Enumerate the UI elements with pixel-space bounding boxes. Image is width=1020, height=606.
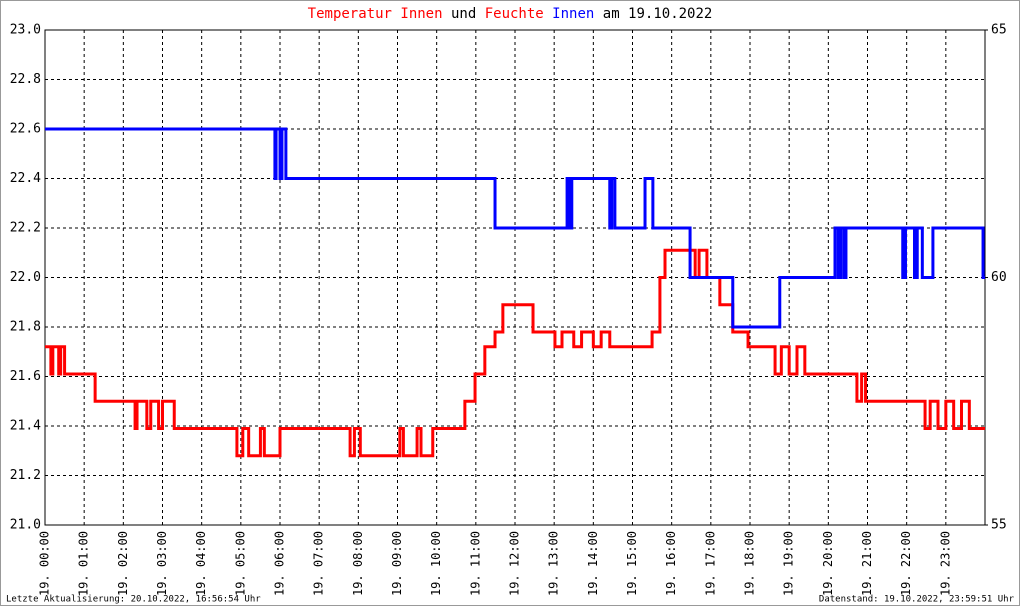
y-tick-label: 21.8 <box>10 320 41 335</box>
x-tick-label: 19. 19:00 <box>782 531 796 596</box>
x-tick-label: 19. 13:00 <box>547 531 561 596</box>
x-tick-label: 19. 04:00 <box>194 531 208 596</box>
x-tick-label: 19. 00:00 <box>38 531 52 596</box>
title-part: Innen <box>552 6 594 22</box>
title-part: am 19.10.2022 <box>603 6 713 22</box>
y2-tick-label: 60 <box>991 270 1007 285</box>
x-tick-label: 19. 07:00 <box>312 531 326 596</box>
x-tick-label: 19. 05:00 <box>233 531 247 596</box>
x-tick-label: 19. 01:00 <box>77 531 91 596</box>
y-tick-label: 21.6 <box>10 369 41 384</box>
x-tick-label: 19. 02:00 <box>116 531 130 596</box>
x-tick-label: 19. 06:00 <box>273 531 287 596</box>
y2-tick-label: 65 <box>991 23 1007 38</box>
x-tick-label: 19. 23:00 <box>938 531 952 596</box>
title-part: Innen <box>400 6 442 22</box>
y-tick-label: 21.0 <box>10 518 41 533</box>
y-tick-label: 22.2 <box>10 221 41 236</box>
x-tick-label: 19. 14:00 <box>586 531 600 596</box>
x-tick-label: 19. 11:00 <box>468 531 482 596</box>
title-part: und <box>451 6 476 22</box>
y-tick-label: 22.6 <box>10 122 41 137</box>
y-tick-label: 22.8 <box>10 72 41 87</box>
x-tick-label: 19. 20:00 <box>821 531 835 596</box>
series-line <box>45 127 985 329</box>
x-tick-label: 19. 10:00 <box>429 531 443 596</box>
y2-tick-label: 55 <box>991 518 1007 533</box>
series-line <box>45 248 985 458</box>
footer-left: Letzte Aktualisierung: 20.10.2022, 16:56… <box>6 595 261 605</box>
chart-title: Temperatur Innen und Feuchte Innen am 19… <box>308 6 713 22</box>
y-tick-label: 22.0 <box>10 270 41 285</box>
y-tick-label: 22.4 <box>10 171 41 186</box>
x-tick-label: 19. 03:00 <box>155 531 169 596</box>
title-part: Temperatur <box>308 6 392 22</box>
x-tick-label: 19. 09:00 <box>390 531 404 596</box>
x-tick-label: 19. 15:00 <box>625 531 639 596</box>
y-tick-label: 21.2 <box>10 468 41 483</box>
title-part: Feuchte <box>485 6 544 22</box>
y-tick-label: 21.4 <box>10 419 41 434</box>
x-tick-label: 19. 12:00 <box>508 531 522 596</box>
footer-right: Datenstand: 19.10.2022, 23:59:51 Uhr <box>819 595 1015 605</box>
x-tick-label: 19. 08:00 <box>351 531 365 596</box>
x-tick-label: 19. 16:00 <box>664 531 678 596</box>
x-tick-label: 19. 21:00 <box>860 531 874 596</box>
x-tick-label: 19. 18:00 <box>743 531 757 596</box>
x-tick-label: 19. 22:00 <box>899 531 913 596</box>
x-tick-label: 19. 17:00 <box>703 531 717 596</box>
y-tick-label: 23.0 <box>10 23 41 38</box>
